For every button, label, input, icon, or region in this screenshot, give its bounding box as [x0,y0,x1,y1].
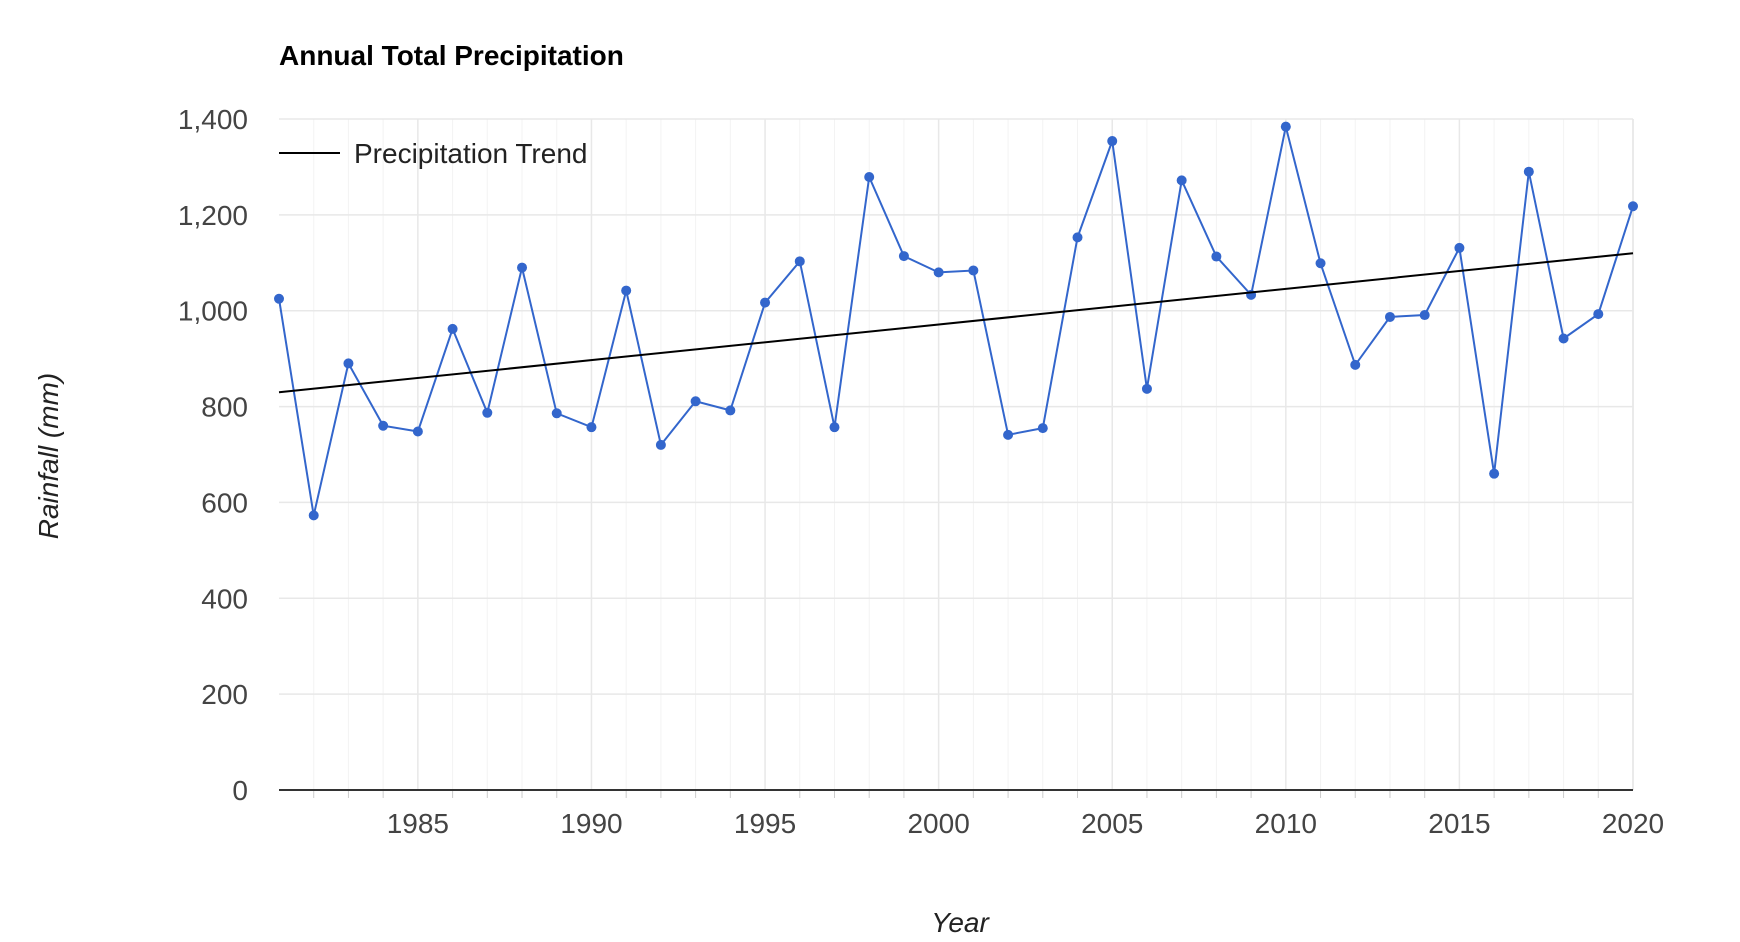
data-point [1350,359,1361,370]
data-point [274,293,284,304]
data-series [274,121,1638,521]
legend: Precipitation Trend [279,138,587,169]
data-point [308,510,319,521]
y-tick-label: 600 [201,487,248,518]
y-tick-label: 1,200 [178,200,248,231]
y-tick-label: 200 [201,679,248,710]
data-point [655,439,666,450]
data-point [447,323,458,334]
data-point [1003,429,1014,440]
gridlines [279,118,1634,798]
data-point [933,267,944,278]
x-tick-label: 2020 [1602,808,1664,839]
y-tick-label: 800 [201,392,248,423]
y-tick-label: 0 [232,775,248,806]
data-point [829,422,840,433]
data-point [968,265,979,276]
data-point [1280,121,1291,132]
data-point [1384,311,1395,322]
data-point [343,358,354,369]
data-point [1558,333,1569,344]
data-point [1523,166,1534,177]
y-tick-label: 400 [201,583,248,614]
data-point [1107,136,1118,147]
data-point [1037,423,1048,434]
data-point [1489,468,1500,479]
x-axis-title: Year [931,907,990,938]
data-point [864,171,875,182]
x-tick-label: 1990 [560,808,622,839]
data-point [794,256,805,267]
x-tick-label: 2010 [1255,808,1317,839]
data-point [621,285,632,296]
y-axis-title: Rainfall (mm) [33,373,64,539]
y-tick-label: 1,000 [178,296,248,327]
data-point [760,297,771,308]
y-tick-label: 1,400 [178,104,248,135]
x-axis-ticks: 1985 1990 1995 2000 2005 2010 2015 2020 [387,808,1664,839]
data-point [378,420,389,431]
data-point [725,405,736,416]
data-point [898,251,909,262]
y-axis-ticks: 0 200 400 600 800 1,000 1,200 1,400 [178,104,248,806]
data-point [690,396,701,407]
x-tick-label: 2000 [907,808,969,839]
data-point [1454,242,1465,253]
data-point [1315,258,1326,269]
x-tick-label: 2005 [1081,808,1143,839]
legend-label-trend: Precipitation Trend [354,138,587,169]
data-point [1593,309,1604,320]
data-point [1176,175,1187,186]
trend-line [278,252,1634,394]
x-tick-label: 1995 [734,808,796,839]
x-tick-label: 1985 [387,808,449,839]
data-point [1628,201,1638,212]
data-point [551,408,562,419]
chart-title: Annual Total Precipitation [279,40,624,71]
data-point [1072,232,1083,243]
x-tick-label: 2015 [1428,808,1490,839]
data-point [586,422,597,433]
data-point [517,262,528,273]
data-point [482,407,493,418]
data-point [1419,310,1430,321]
data-point [1211,251,1222,262]
data-point [412,426,423,437]
precipitation-series-line [278,126,1634,516]
data-point [1141,383,1152,394]
